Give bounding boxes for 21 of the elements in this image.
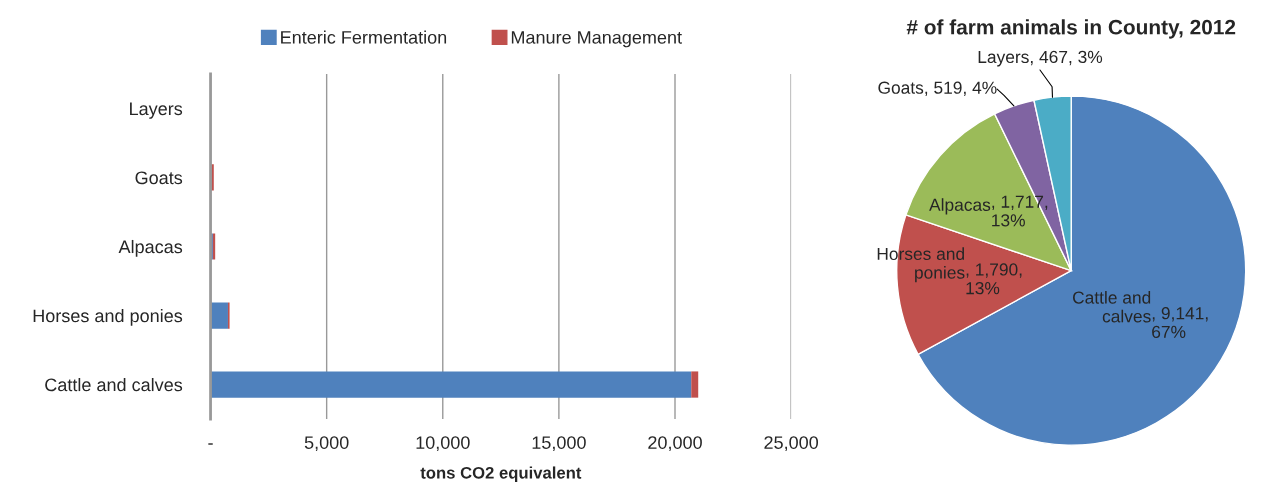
chart-title: # of farm animals in County, 2012	[906, 19, 1236, 39]
y-tick-label: Cattle and calves	[45, 378, 183, 392]
y-tick-label: Layers	[130, 102, 183, 119]
slice-label: Layers, 467, 3%	[978, 50, 1103, 67]
y-tick-label: Alpacas	[118, 239, 183, 257]
x-tick-label: 20,000	[648, 436, 702, 452]
x-tick-label: 15,000	[532, 436, 586, 452]
legend-label: Manure Management	[511, 31, 682, 48]
y-tick-label: Goats	[135, 171, 183, 185]
slice-label: Alpacas	[929, 198, 991, 215]
slice-label: Goats, 519, 4%	[878, 81, 997, 96]
data-label: , 9,141, 67%	[1152, 307, 1208, 339]
x-tick-label: 5,000	[304, 436, 349, 452]
slice-label: Cattle and calves	[1073, 291, 1151, 323]
y-tick-label: Horses and ponies	[33, 308, 183, 326]
x-tick-label: 10,000	[416, 436, 470, 452]
data-label: , 1,790, 13%	[966, 263, 1022, 295]
x-axis-title: tons CO2 equivalent	[420, 466, 582, 482]
x-tick-label: 25,000	[764, 436, 819, 452]
legend-label: Enteric Fermentation	[281, 30, 447, 44]
x-tick-label: -	[208, 443, 213, 445]
